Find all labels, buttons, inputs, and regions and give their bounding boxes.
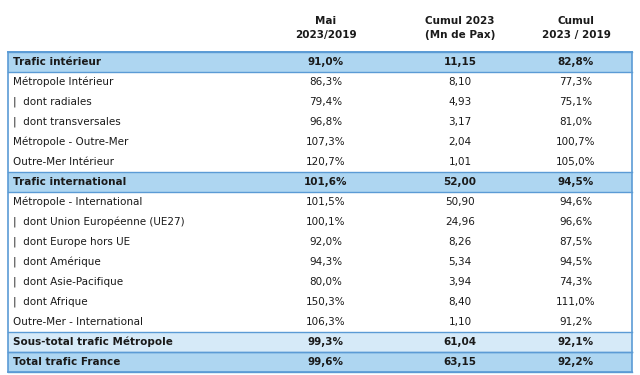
Text: Sous-total trafic Métropole: Sous-total trafic Métropole [13,337,173,347]
Text: 101,6%: 101,6% [304,177,348,187]
Text: 91,2%: 91,2% [559,317,593,327]
Bar [8,92,632,112]
Text: 150,3%: 150,3% [306,297,346,307]
Text: Outre-Mer Intérieur: Outre-Mer Intérieur [13,157,114,167]
Bar [8,312,632,332]
Text: Cumul
2023 / 2019: Cumul 2023 / 2019 [541,16,611,40]
Text: 94,5%: 94,5% [559,257,593,267]
Text: |  dont Europe hors UE: | dont Europe hors UE [13,237,130,247]
Text: 4,93: 4,93 [449,97,472,107]
Text: 52,00: 52,00 [444,177,477,187]
Text: 91,0%: 91,0% [308,57,344,67]
Bar [8,52,632,72]
Text: 3,17: 3,17 [449,117,472,127]
Text: 94,3%: 94,3% [309,257,342,267]
Text: 80,0%: 80,0% [310,277,342,287]
Text: Trafic international: Trafic international [13,177,126,187]
Text: |  dont Afrique: | dont Afrique [13,297,88,307]
Text: 92,0%: 92,0% [310,237,342,247]
Text: 8,10: 8,10 [449,77,472,87]
Bar [8,352,632,372]
Text: 79,4%: 79,4% [309,97,342,107]
Bar [8,272,632,292]
Bar [8,112,632,132]
Text: 82,8%: 82,8% [558,57,594,67]
Text: 92,1%: 92,1% [558,337,594,347]
Text: |  dont Amérique: | dont Amérique [13,256,100,267]
Text: |  dont Asie-Pacifique: | dont Asie-Pacifique [13,277,123,287]
Text: 101,5%: 101,5% [306,197,346,207]
Text: Métropole - International: Métropole - International [13,197,142,207]
Text: 81,0%: 81,0% [559,117,593,127]
Text: 75,1%: 75,1% [559,97,593,107]
Bar [8,192,632,212]
Text: 74,3%: 74,3% [559,277,593,287]
Text: 92,2%: 92,2% [558,357,594,367]
Text: 100,1%: 100,1% [307,217,346,227]
Bar [8,212,632,232]
Text: 63,15: 63,15 [444,357,477,367]
Text: 1,01: 1,01 [449,157,472,167]
Text: 5,34: 5,34 [449,257,472,267]
Text: |  dont Union Européenne (UE27): | dont Union Européenne (UE27) [13,216,184,228]
Text: 1,10: 1,10 [449,317,472,327]
Bar [8,332,632,352]
Text: 2,04: 2,04 [449,137,472,147]
Text: 105,0%: 105,0% [556,157,596,167]
Text: 106,3%: 106,3% [306,317,346,327]
Text: 50,90: 50,90 [445,197,475,207]
Bar [8,172,632,192]
Text: Métropole - Outre-Mer: Métropole - Outre-Mer [13,137,129,147]
Text: |  dont transversales: | dont transversales [13,117,121,127]
Bar [8,252,632,272]
Text: 99,3%: 99,3% [308,337,344,347]
Text: 61,04: 61,04 [444,337,477,347]
Bar [8,232,632,252]
Text: 100,7%: 100,7% [556,137,596,147]
Text: Total trafic France: Total trafic France [13,357,120,367]
Bar [8,152,632,172]
Text: Métropole Intérieur: Métropole Intérieur [13,77,113,87]
Text: Cumul 2023
(Mn de Pax): Cumul 2023 (Mn de Pax) [425,16,495,40]
Text: 11,15: 11,15 [444,57,477,67]
Bar [8,0,632,52]
Text: 94,5%: 94,5% [558,177,594,187]
Text: 86,3%: 86,3% [309,77,342,87]
Text: 111,0%: 111,0% [556,297,596,307]
Text: 107,3%: 107,3% [306,137,346,147]
Text: 94,6%: 94,6% [559,197,593,207]
Text: 77,3%: 77,3% [559,77,593,87]
Text: 99,6%: 99,6% [308,357,344,367]
Text: 8,40: 8,40 [449,297,472,307]
Text: Mai
2023/2019: Mai 2023/2019 [295,16,357,40]
Text: Trafic intérieur: Trafic intérieur [13,57,101,67]
Bar [8,72,632,92]
Text: |  dont radiales: | dont radiales [13,97,92,107]
Text: 96,8%: 96,8% [309,117,342,127]
Text: 24,96: 24,96 [445,217,475,227]
Text: 8,26: 8,26 [449,237,472,247]
Text: Outre-Mer - International: Outre-Mer - International [13,317,143,327]
Bar [8,132,632,152]
Bar [8,292,632,312]
Text: 3,94: 3,94 [449,277,472,287]
Text: 120,7%: 120,7% [306,157,346,167]
Text: 96,6%: 96,6% [559,217,593,227]
Text: 87,5%: 87,5% [559,237,593,247]
